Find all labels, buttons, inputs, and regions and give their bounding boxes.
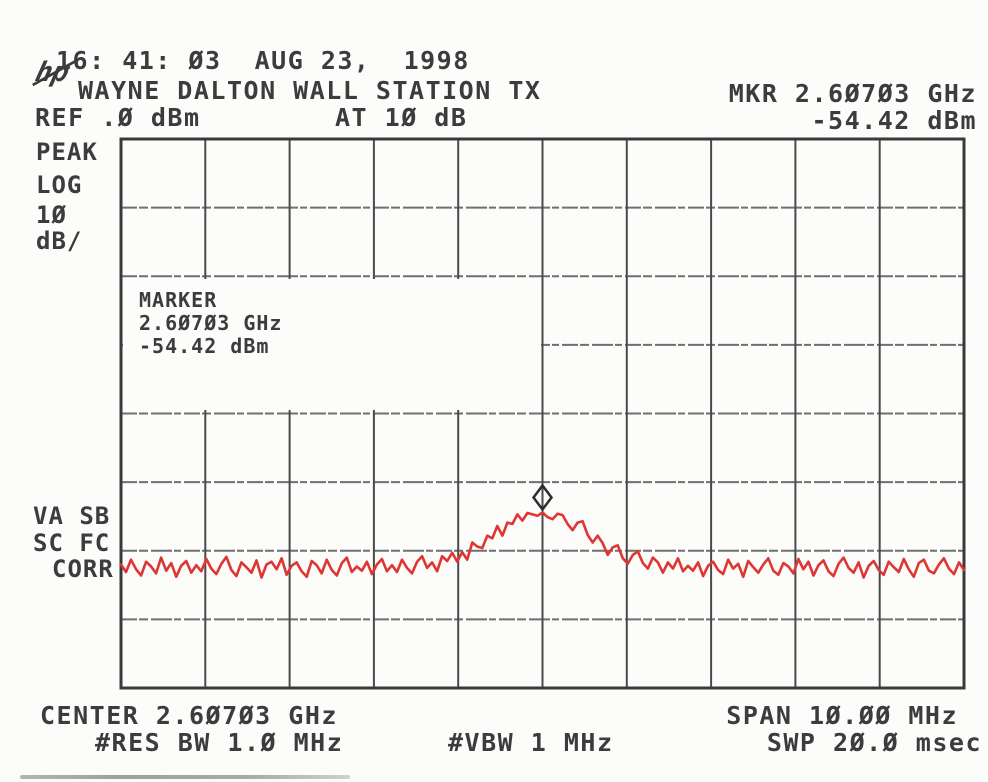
- scan-artifact-line: [20, 775, 350, 779]
- video-bandwidth-label: #VBW 1 MHz: [448, 728, 614, 757]
- trace-a: [119, 511, 966, 579]
- marker-diamond-icon: [531, 483, 554, 512]
- marker-amplitude-readout: -54.42 dBm: [811, 106, 977, 135]
- reference-level-label: REF .Ø dBm: [35, 103, 201, 132]
- scale-type-label: LOG: [36, 171, 83, 199]
- trace-title: WAYNE DALTON WALL STATION TX: [78, 76, 542, 105]
- marker-box-label: MARKER: [139, 288, 218, 312]
- marker-box-frequency: 2.6Ø7Ø3 GHz: [139, 311, 283, 335]
- timestamp: 16: 41: Ø3 AUG 23, 1998: [56, 46, 470, 75]
- detector-mode-label: PEAK: [36, 138, 98, 166]
- center-frequency-label: CENTER 2.6Ø7Ø3 GHz: [40, 701, 338, 730]
- marker-frequency-readout: MKR 2.6Ø7Ø3 GHz: [728, 79, 977, 108]
- graticule-lines: [121, 139, 964, 688]
- hp-logo: hp: [32, 57, 84, 89]
- scale-unit-label: dB/: [36, 227, 83, 255]
- graticule-border: [119, 137, 966, 690]
- status-corr: CORR: [52, 555, 114, 583]
- sweep-time-label: SWP 2Ø.Ø msec: [766, 728, 982, 757]
- status-va-sb: VA SB: [33, 502, 111, 530]
- marker-box-amplitude: -54.42 dBm: [139, 334, 270, 358]
- span-label: SPAN 1Ø.ØØ MHz: [726, 701, 958, 730]
- resolution-bandwidth-label: #RES BW 1.Ø MHz: [95, 728, 344, 757]
- marker-readout-box: [123, 279, 541, 410]
- attenuation-label: AT 1Ø dB: [335, 103, 468, 132]
- scale-value-label: 1Ø: [36, 201, 67, 229]
- status-sc-fc: SC FC: [33, 529, 111, 557]
